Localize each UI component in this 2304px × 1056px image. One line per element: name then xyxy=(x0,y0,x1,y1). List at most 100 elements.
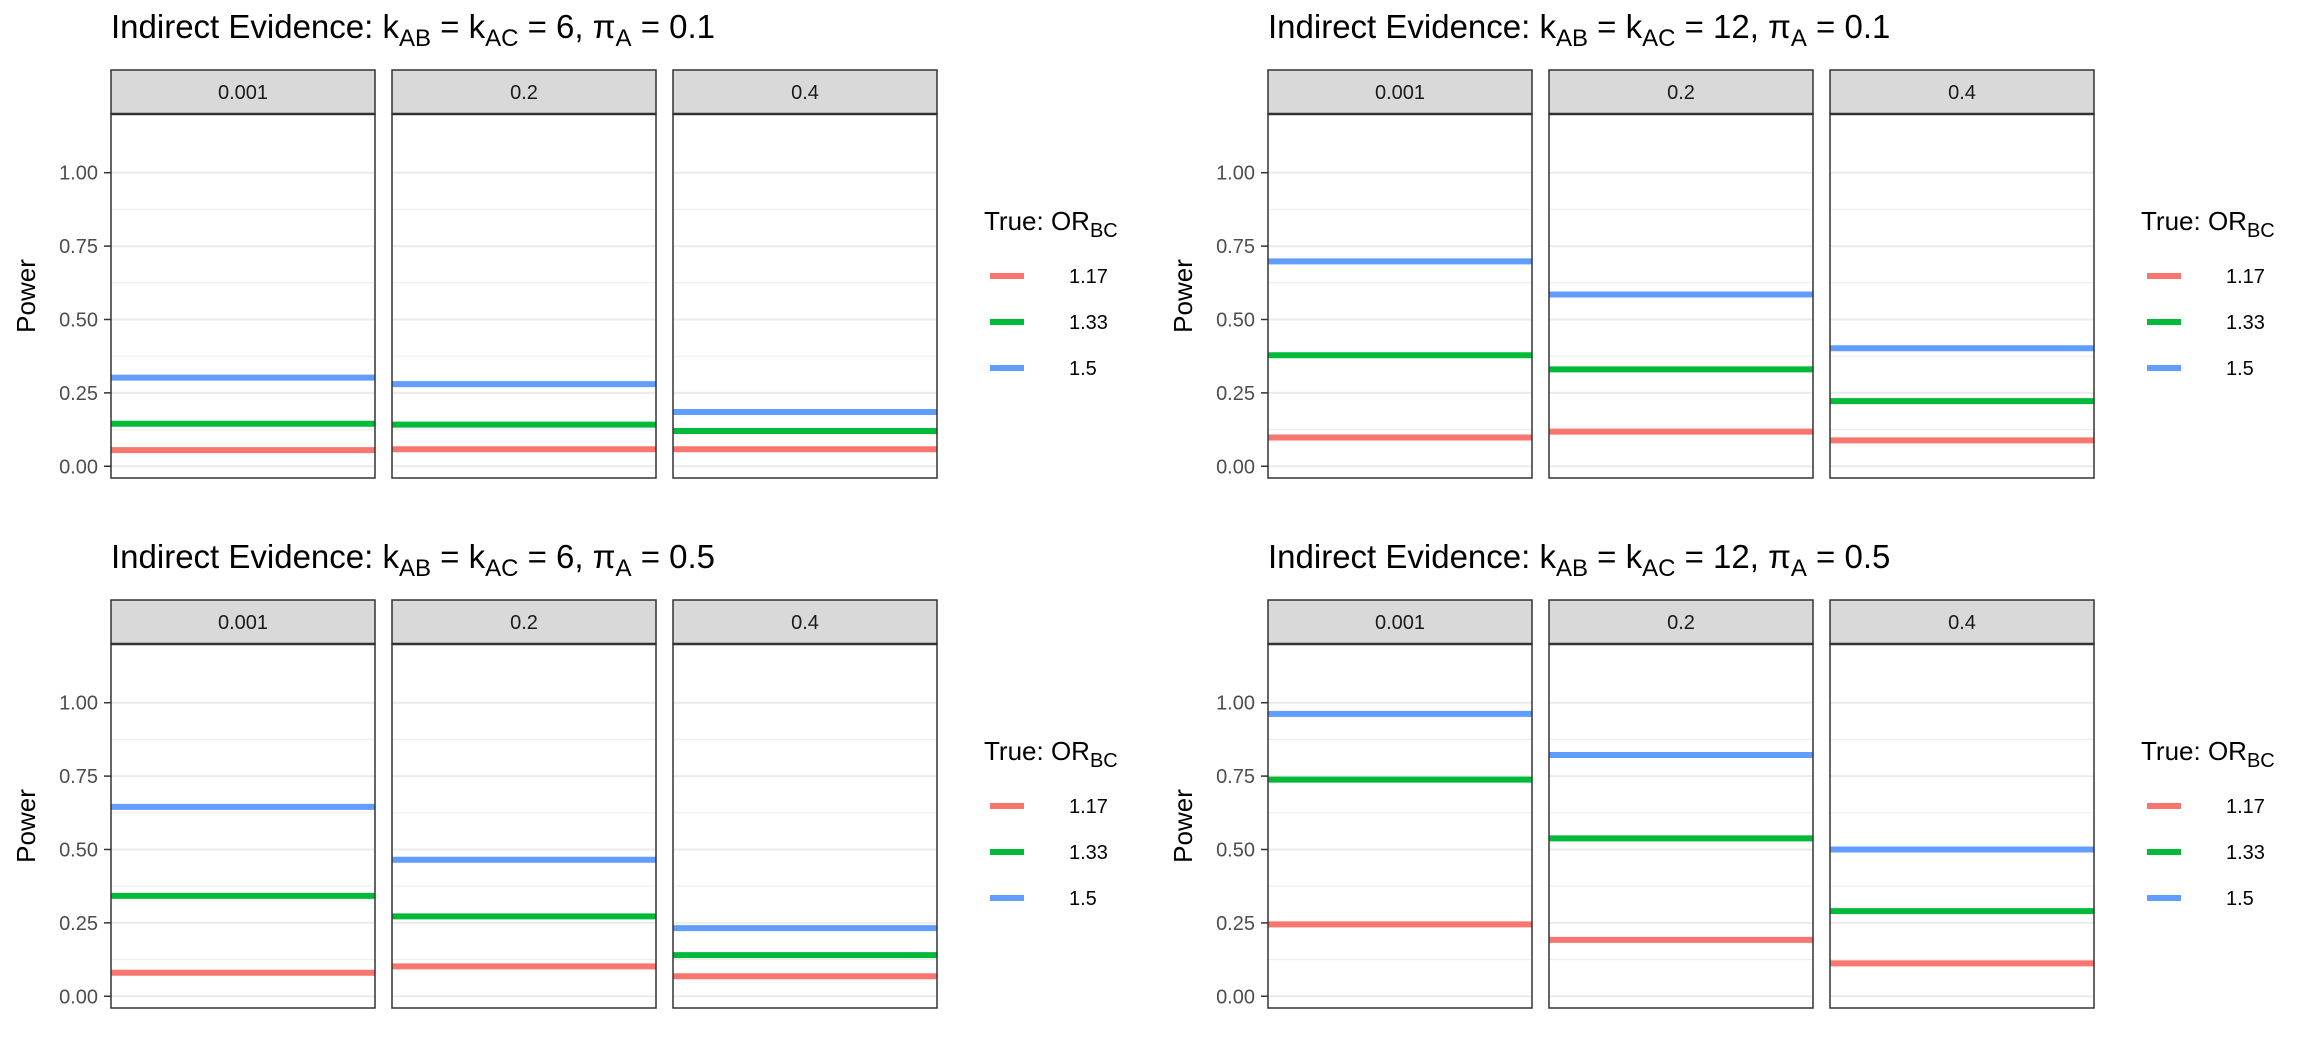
chart-block-3: Indirect Evidence: kAB = kAC = 6, πA = 0… xyxy=(11,538,1118,1009)
y-tick-label: 0.75 xyxy=(1216,236,1255,258)
title-part: Indirect Evidence: k xyxy=(111,538,399,575)
title-subscript: A xyxy=(1791,25,1807,52)
legend-title-main: True: OR xyxy=(2141,736,2247,766)
legend-label: 1.5 xyxy=(1069,358,1097,380)
title-subscript: AC xyxy=(485,25,518,52)
facet-panel-border xyxy=(1267,643,1533,1009)
facet-panel xyxy=(111,114,375,478)
chart-block-1: Indirect Evidence: kAB = kAC = 6, πA = 0… xyxy=(11,8,1118,479)
legend-title-subscript: BC xyxy=(2247,220,2275,242)
legend-label: 1.5 xyxy=(1069,888,1097,910)
facet-panel-border xyxy=(1548,643,1814,1009)
legend-title-main: True: OR xyxy=(984,736,1090,766)
chart-title: Indirect Evidence: kAB = kAC = 6, πA = 0… xyxy=(111,538,715,582)
facet-strip xyxy=(672,599,938,645)
facet-panel xyxy=(392,644,656,1008)
title-subscript: A xyxy=(1791,555,1807,582)
legend-title-subscript: BC xyxy=(2247,750,2275,772)
y-axis-label: Power xyxy=(11,789,41,863)
y-tick-label: 0.75 xyxy=(59,766,98,788)
y-tick-label: 0.25 xyxy=(59,913,98,935)
title-part: = k xyxy=(1588,8,1643,45)
facet-panel-border xyxy=(110,113,376,479)
legend-label: 1.33 xyxy=(2226,842,2265,864)
title-part: = 12, π xyxy=(1675,538,1790,575)
y-tick-label: 0.75 xyxy=(59,236,98,258)
title-part: = k xyxy=(431,538,486,575)
legend-label: 1.17 xyxy=(2226,266,2265,288)
legend-title-main: True: OR xyxy=(2141,206,2247,236)
facet-panel-border xyxy=(1829,113,2095,479)
legend-label: 1.17 xyxy=(2226,796,2265,818)
title-part: = 0.1 xyxy=(1807,8,1890,45)
y-tick-label: 1.00 xyxy=(1216,163,1255,185)
facet-panel xyxy=(673,114,937,478)
title-part: = k xyxy=(1588,538,1643,575)
legend-title-subscript: BC xyxy=(1090,220,1118,242)
facet-label: 0.2 xyxy=(510,82,538,104)
title-subscript: A xyxy=(616,25,632,52)
facet-strip xyxy=(1548,69,1814,115)
title-part: = k xyxy=(431,8,486,45)
facet-panel-border xyxy=(1829,643,2095,1009)
legend-title: True: ORBC xyxy=(984,206,1118,242)
facet-strip xyxy=(391,599,657,645)
legend-label: 1.17 xyxy=(1069,266,1108,288)
y-tick-label: 0.50 xyxy=(59,309,98,331)
facet-panel xyxy=(392,114,656,478)
y-axis-label: Power xyxy=(1168,259,1198,333)
chart-title: Indirect Evidence: kAB = kAC = 12, πA = … xyxy=(1268,8,1890,52)
y-tick-label: 0.25 xyxy=(59,383,98,405)
facet-panel-border xyxy=(391,643,657,1009)
title-part: = 12, π xyxy=(1675,8,1790,45)
title-subscript: AB xyxy=(399,25,431,52)
facet-label: 0.001 xyxy=(218,82,268,104)
y-tick-label: 0.50 xyxy=(1216,309,1255,331)
y-tick-label: 0.25 xyxy=(1216,383,1255,405)
y-tick-label: 0.00 xyxy=(59,986,98,1008)
y-axis-label: Power xyxy=(11,259,41,333)
y-tick-label: 1.00 xyxy=(1216,693,1255,715)
title-subscript: AB xyxy=(1556,555,1588,582)
y-tick-label: 0.75 xyxy=(1216,766,1255,788)
facet-strip xyxy=(110,69,376,115)
title-part: Indirect Evidence: k xyxy=(1268,538,1556,575)
facet-panel xyxy=(1268,644,1532,1008)
title-subscript: AC xyxy=(1642,25,1675,52)
facet-label: 0.001 xyxy=(218,612,268,634)
facet-panel-border xyxy=(1267,113,1533,479)
facet-label: 0.4 xyxy=(791,612,819,634)
facet-label: 0.4 xyxy=(1948,82,1976,104)
y-tick-label: 0.50 xyxy=(59,839,98,861)
title-part: Indirect Evidence: k xyxy=(1268,8,1556,45)
y-axis-label: Power xyxy=(1168,789,1198,863)
y-tick-label: 1.00 xyxy=(59,163,98,185)
chart-title: Indirect Evidence: kAB = kAC = 12, πA = … xyxy=(1268,538,1890,582)
facet-label: 0.001 xyxy=(1375,612,1425,634)
legend-title: True: ORBC xyxy=(2141,736,2275,772)
facet-strip xyxy=(672,69,938,115)
facet-panel xyxy=(1830,114,2094,478)
facet-panel-border xyxy=(110,643,376,1009)
title-part: = 0.5 xyxy=(1807,538,1890,575)
title-part: = 6, π xyxy=(518,8,615,45)
y-tick-label: 0.25 xyxy=(1216,913,1255,935)
legend-title-subscript: BC xyxy=(1090,750,1118,772)
facet-panel-border xyxy=(391,113,657,479)
facet-label: 0.2 xyxy=(1667,82,1695,104)
title-subscript: AC xyxy=(1642,555,1675,582)
title-subscript: AC xyxy=(485,555,518,582)
y-tick-label: 0.00 xyxy=(1216,456,1255,478)
facet-strip xyxy=(1548,599,1814,645)
title-part: = 6, π xyxy=(518,538,615,575)
facet-panel xyxy=(673,644,937,1008)
facet-panel xyxy=(1268,114,1532,478)
y-tick-label: 0.00 xyxy=(1216,986,1255,1008)
facet-panel-border xyxy=(672,643,938,1009)
legend-label: 1.17 xyxy=(1069,796,1108,818)
y-tick-label: 1.00 xyxy=(59,693,98,715)
facet-label: 0.2 xyxy=(1667,612,1695,634)
legend-label: 1.5 xyxy=(2226,888,2254,910)
facet-label: 0.2 xyxy=(510,612,538,634)
